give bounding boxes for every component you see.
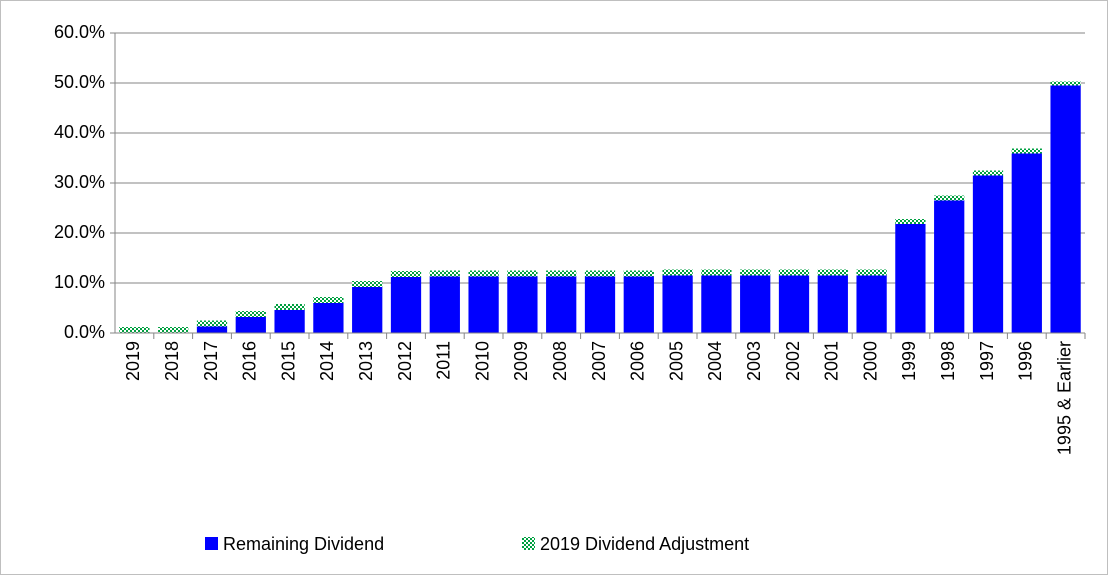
x-tick-label: 2002 [783, 341, 803, 381]
x-tick-label: 2000 [860, 341, 880, 381]
x-tick-label: 2011 [434, 341, 454, 380]
bar-segment [1050, 85, 1081, 333]
bar-segment [817, 269, 848, 276]
bar-segment [1050, 81, 1081, 86]
bar-segment [429, 270, 460, 277]
bar-segment [468, 276, 499, 333]
bar-segment [662, 275, 693, 333]
x-tick-label: 2009 [511, 341, 531, 381]
x-tick-label: 2008 [550, 341, 570, 381]
bar-segment [972, 170, 1004, 176]
y-tick-label: 30.0% [54, 172, 105, 192]
y-tick-label: 0.0% [64, 322, 105, 342]
bar-segment [778, 269, 810, 276]
bar-segment [934, 200, 965, 333]
bar-segment [507, 270, 538, 277]
y-tick-label: 60.0% [54, 22, 105, 42]
x-tick-label: 2016 [240, 341, 260, 381]
bar-segment [119, 327, 150, 333]
x-tick-label: 1996 [1016, 341, 1036, 381]
bar-segment [1011, 148, 1042, 154]
bar-segment [972, 175, 1004, 333]
bar-segment [856, 269, 887, 276]
x-tick-label: 2013 [356, 341, 376, 381]
x-tick-label: 1997 [977, 341, 997, 381]
x-tick-label: 2001 [822, 341, 842, 381]
x-tick-label: 2015 [278, 341, 298, 381]
x-tick-label: 2004 [705, 341, 725, 381]
bar-segment [1011, 153, 1042, 333]
bar-segment [468, 270, 499, 277]
bar-segment [235, 317, 266, 333]
bar-segment [856, 275, 887, 333]
x-tick-label: 2019 [123, 341, 143, 381]
bar-segment [313, 303, 344, 333]
bar-segment [196, 320, 228, 327]
bar-segment [352, 287, 383, 333]
legend-swatch [205, 537, 218, 550]
y-tick-label: 20.0% [54, 222, 105, 242]
bar-segment [584, 270, 616, 277]
x-tick-label: 1999 [899, 341, 919, 381]
bar-segment [235, 311, 266, 317]
x-tick-label: 1995 & Earlier [1054, 341, 1074, 455]
bar-segment [623, 276, 654, 333]
x-tick-label: 2007 [589, 341, 609, 381]
bar-segment [274, 310, 305, 333]
bar-segment [701, 269, 732, 276]
bar-segment [740, 269, 771, 276]
bar-segment [584, 276, 616, 333]
bar-segment [507, 276, 538, 333]
bar-segment [352, 281, 383, 287]
x-tick-label: 2003 [744, 341, 764, 381]
bar-segment [701, 275, 732, 333]
x-tick-label: 2005 [666, 341, 686, 381]
x-tick-label: 2012 [395, 341, 415, 381]
bar-segment [895, 219, 926, 224]
bar-segment [934, 195, 965, 201]
bar-segment [623, 270, 654, 277]
legend-swatch [522, 537, 535, 550]
bar-segment [390, 271, 422, 277]
x-tick-label: 2014 [317, 341, 337, 381]
y-tick-label: 10.0% [54, 272, 105, 292]
x-tick-label: 2006 [628, 341, 648, 381]
bar-segment [429, 276, 460, 333]
bar-segment [313, 297, 344, 303]
x-tick-label: 2018 [162, 341, 182, 381]
bar-segment [274, 304, 305, 310]
x-tick-label: 2017 [201, 341, 221, 381]
bar-segment [546, 276, 577, 333]
bar-segment [740, 275, 771, 333]
bar-segment [817, 275, 848, 333]
x-tick-label: 1998 [938, 341, 958, 381]
bar-segment [662, 269, 693, 276]
bar-segment [895, 224, 926, 333]
y-tick-label: 40.0% [54, 122, 105, 142]
bar-segment [390, 277, 422, 333]
y-tick-label: 50.0% [54, 72, 105, 92]
bar-segment [196, 326, 228, 333]
bar-segment [546, 270, 577, 277]
bar-segment [158, 327, 189, 333]
legend-label: Remaining Dividend [223, 534, 384, 554]
bar-segment [778, 275, 810, 333]
legend-label: 2019 Dividend Adjustment [540, 534, 749, 554]
x-tick-label: 2010 [472, 341, 492, 381]
